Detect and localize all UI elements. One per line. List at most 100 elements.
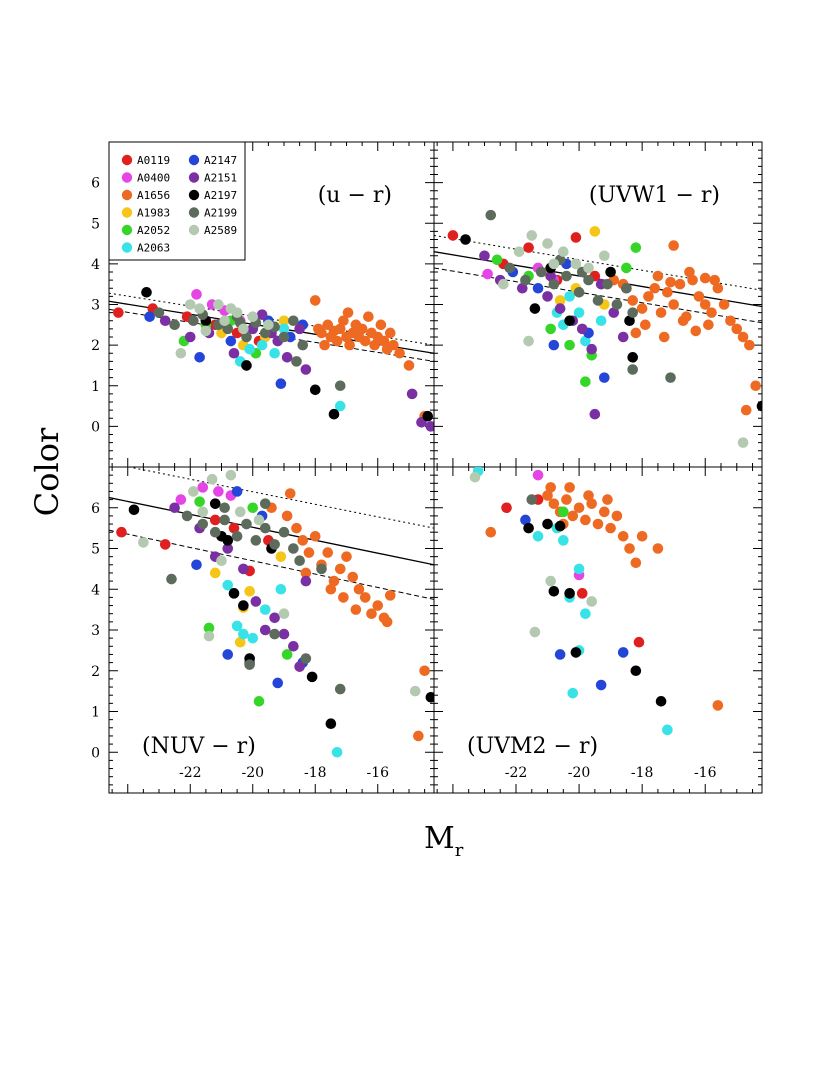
data-point-a2199 (231, 530, 243, 542)
data-point-a2199 (548, 278, 560, 290)
data-point-a2589 (225, 303, 237, 314)
data-point-a2197 (655, 696, 667, 707)
data-point-a1656 (750, 380, 761, 392)
data-point-a2052 (545, 323, 556, 335)
data-point-a1983 (209, 567, 221, 579)
data-point-a2197 (564, 588, 575, 599)
data-point-a2199 (583, 274, 594, 286)
data-point-a2199 (197, 518, 209, 530)
data-point-a2589 (526, 230, 538, 241)
data-point-a1656 (649, 282, 661, 294)
data-point-a2151 (278, 628, 290, 640)
x-tick-label: -20 (241, 765, 264, 781)
data-point-a1656 (630, 557, 642, 569)
data-point-a2589 (225, 469, 237, 481)
data-point-a1656 (342, 307, 354, 318)
x-tick-label: -20 (568, 765, 591, 781)
data-point-a1656 (712, 700, 724, 711)
data-point-a2199 (334, 683, 346, 695)
panel-2: (UVW1 − r) (433, 141, 763, 468)
data-point-a2589 (234, 506, 246, 518)
data-point-a2052 (203, 622, 215, 634)
data-point-a1656 (328, 575, 340, 587)
data-point-a2199 (535, 266, 547, 278)
data-point-a2199 (665, 372, 676, 383)
data-point-a2147 (231, 486, 243, 497)
data-point-a2197 (564, 315, 575, 327)
data-point-a2199 (269, 628, 280, 640)
data-point-a2151 (300, 575, 312, 587)
y-axis-title: Color (28, 427, 66, 516)
data-point-a1656 (384, 327, 396, 339)
data-point-a2199 (611, 299, 623, 310)
data-point-a2197 (328, 408, 340, 420)
y-tick-label: 1 (91, 379, 100, 395)
data-point-a2147 (275, 378, 287, 390)
data-point-a2589 (278, 608, 290, 619)
data-point-a2151 (589, 408, 601, 420)
data-point-a2197 (141, 287, 152, 298)
data-point-a2589 (247, 311, 259, 322)
x-axis-title-subscript: r (455, 840, 464, 861)
data-point-a2589 (586, 596, 597, 607)
data-point-a1656 (322, 547, 334, 558)
data-point-a1656 (369, 339, 380, 351)
data-point-a2063 (580, 335, 591, 347)
data-point-a2151 (425, 421, 434, 432)
x-tick-label: -18 (304, 765, 327, 781)
data-point-a2589 (737, 437, 749, 448)
data-point-a1656 (331, 335, 343, 347)
data-point-a2589 (529, 626, 541, 638)
data-point-a1656 (703, 319, 714, 331)
data-point-a2199 (316, 563, 327, 575)
data-point-a2589 (219, 315, 230, 327)
data-point-a2063 (595, 315, 607, 327)
data-point-a2199 (259, 498, 271, 509)
data-point-a2052 (580, 376, 591, 387)
data-point-a1656 (586, 498, 597, 509)
data-point-a2063 (331, 746, 343, 758)
data-point-a2197 (529, 303, 541, 314)
data-point-a1656 (690, 325, 702, 337)
data-point-a1656 (375, 319, 387, 331)
y-tick-label: 6 (91, 176, 100, 192)
data-point-a2589 (599, 250, 610, 262)
data-point-a2197 (128, 504, 140, 516)
data-point-a1656 (561, 494, 572, 505)
data-point-a2589 (184, 299, 196, 310)
data-point-a2151 (169, 502, 180, 514)
legend-marker-a2151 (188, 172, 200, 183)
data-point-a2197 (228, 588, 240, 599)
data-point-a1656 (338, 592, 349, 603)
data-point-a2199 (166, 573, 177, 585)
data-point-a2197 (460, 234, 471, 245)
data-point-a2197 (554, 520, 566, 532)
data-point-a2199 (288, 543, 299, 554)
data-point-a2147 (520, 514, 531, 526)
data-point-a1656 (583, 490, 594, 501)
legend-marker-a2052 (121, 224, 133, 236)
data-point-a1656 (281, 510, 293, 522)
data-point-a0119 (209, 514, 221, 526)
panel-label: (UVW1 − r) (589, 183, 720, 208)
data-point-a1656 (580, 514, 591, 526)
data-point-a1656 (384, 590, 396, 601)
data-point-a2063 (269, 347, 280, 359)
data-point-a2199 (288, 315, 299, 327)
data-point-a2589 (570, 258, 582, 270)
data-point-a2197 (306, 671, 318, 683)
data-point-a1656 (545, 482, 556, 493)
data-point-a1656 (599, 506, 610, 518)
data-point-a1656 (356, 323, 368, 335)
data-point-a2589 (203, 630, 215, 642)
data-point-a0119 (159, 539, 171, 550)
data-point-a2063 (532, 530, 544, 542)
data-point-a1656 (699, 272, 711, 284)
legend-label-a2199: A2199 (204, 207, 237, 220)
data-point-a1656 (684, 266, 695, 278)
fit-line (109, 496, 434, 566)
data-point-a2199 (592, 295, 604, 306)
data-point-a2589 (200, 325, 212, 337)
data-point-a1983 (554, 295, 566, 306)
data-point-a2199 (573, 287, 585, 298)
